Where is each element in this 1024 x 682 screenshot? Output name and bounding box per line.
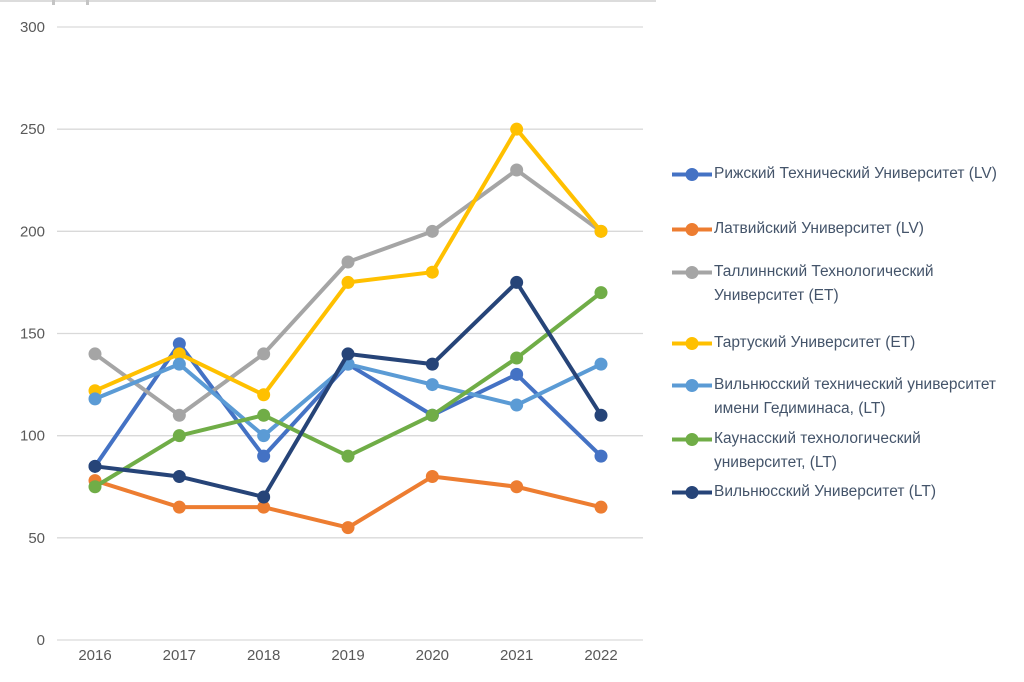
data-point	[341, 255, 355, 269]
data-point	[594, 286, 608, 300]
data-point	[257, 408, 271, 422]
chart-legend: Рижский Технический Университет (LV) Латв…	[672, 0, 1017, 682]
data-point	[257, 388, 271, 402]
data-point	[257, 500, 271, 514]
legend-item: Рижский Технический Университет (LV)	[672, 162, 997, 186]
x-axis-tick-label: 2021	[500, 647, 533, 664]
x-axis-tick-label: 2022	[584, 647, 617, 664]
data-point	[172, 500, 186, 514]
legend-item: Вильнюсский Университет (LT)	[672, 480, 936, 504]
data-point	[510, 163, 524, 177]
data-point	[88, 347, 102, 361]
data-point	[88, 392, 102, 406]
legend-line-marker-icon	[672, 337, 712, 350]
data-point	[257, 490, 271, 504]
data-point	[88, 459, 102, 473]
data-point	[425, 357, 439, 371]
legend-line-marker-icon	[672, 433, 712, 446]
legend-line-marker-icon	[672, 379, 712, 392]
legend-item-label: Тартуский Университет (ET)	[714, 334, 916, 351]
data-point	[594, 449, 608, 463]
data-point	[88, 480, 102, 494]
data-point	[510, 122, 524, 136]
data-point	[594, 224, 608, 238]
data-point	[341, 347, 355, 361]
x-axis-tick-label: 2016	[78, 647, 111, 664]
cropped-top-text-fragment	[52, 0, 55, 5]
legend-item: Каунасский технологический университет, …	[672, 427, 921, 475]
cropped-top-text-fragment	[86, 0, 89, 5]
legend-item-label: Каунасский технологический университет, …	[714, 430, 921, 471]
legend-item-label: Рижский Технический Университет (LV)	[714, 165, 997, 182]
y-axis-tick-label: 100	[20, 428, 45, 445]
series-line-4	[93, 362, 603, 438]
x-axis-tick-label: 2019	[331, 647, 364, 664]
legend-item-label: Вильнюсский Университет (LT)	[714, 483, 936, 500]
data-point	[425, 408, 439, 422]
legend-item: Латвийский Университет (LV)	[672, 217, 924, 241]
y-axis-tick-label: 300	[20, 19, 45, 36]
y-axis-tick-label: 0	[37, 632, 45, 649]
data-point	[510, 351, 524, 365]
legend-item-label: Латвийский Университет (LV)	[714, 220, 924, 237]
data-point	[341, 521, 355, 535]
series-line-1	[93, 474, 603, 530]
cropped-top-gridline	[0, 0, 656, 2]
data-point	[594, 500, 608, 514]
legend-line-marker-icon	[672, 223, 712, 236]
series-line-6	[93, 280, 603, 499]
legend-line-marker-icon	[672, 266, 712, 279]
data-point	[510, 367, 524, 381]
data-point	[172, 429, 186, 443]
data-point	[172, 347, 186, 361]
data-point	[425, 470, 439, 484]
data-point	[425, 224, 439, 238]
legend-item: Вильнюсский технический университет имен…	[672, 373, 996, 421]
legend-item-label: Вильнюсский технический университет имен…	[714, 376, 997, 417]
data-point	[341, 275, 355, 289]
y-axis-tick-label: 250	[20, 121, 45, 138]
line-chart-plot-area: 300 250 200 150 100 50 0 2016 2017 2018 2019 2020 20…	[20, 19, 643, 664]
y-axis-tick-label: 200	[20, 223, 45, 240]
data-point	[425, 265, 439, 279]
x-axis-tick-label: 2018	[247, 647, 280, 664]
x-axis-tick-label: 2020	[416, 647, 449, 664]
data-point	[510, 480, 524, 494]
data-point	[257, 449, 271, 463]
data-point	[172, 357, 186, 371]
y-axis-tick-label: 50	[28, 530, 45, 547]
data-point	[257, 429, 271, 443]
data-point	[510, 398, 524, 412]
legend-item-label: Таллиннский Технологический Университет …	[714, 263, 934, 304]
data-point	[172, 408, 186, 422]
x-axis-tick-label: 2017	[163, 647, 196, 664]
data-point	[257, 347, 271, 361]
data-point	[425, 378, 439, 392]
data-point	[341, 449, 355, 463]
y-axis-tick-label: 150	[20, 326, 45, 343]
data-point	[594, 357, 608, 371]
legend-item: Таллиннский Технологический Университет …	[672, 260, 934, 308]
legend-item: Тартуский Университет (ET)	[672, 331, 915, 355]
data-point	[510, 275, 524, 289]
data-point	[594, 408, 608, 422]
legend-line-marker-icon	[672, 168, 712, 181]
data-point	[172, 337, 186, 351]
data-point	[172, 470, 186, 484]
legend-line-marker-icon	[672, 486, 712, 499]
